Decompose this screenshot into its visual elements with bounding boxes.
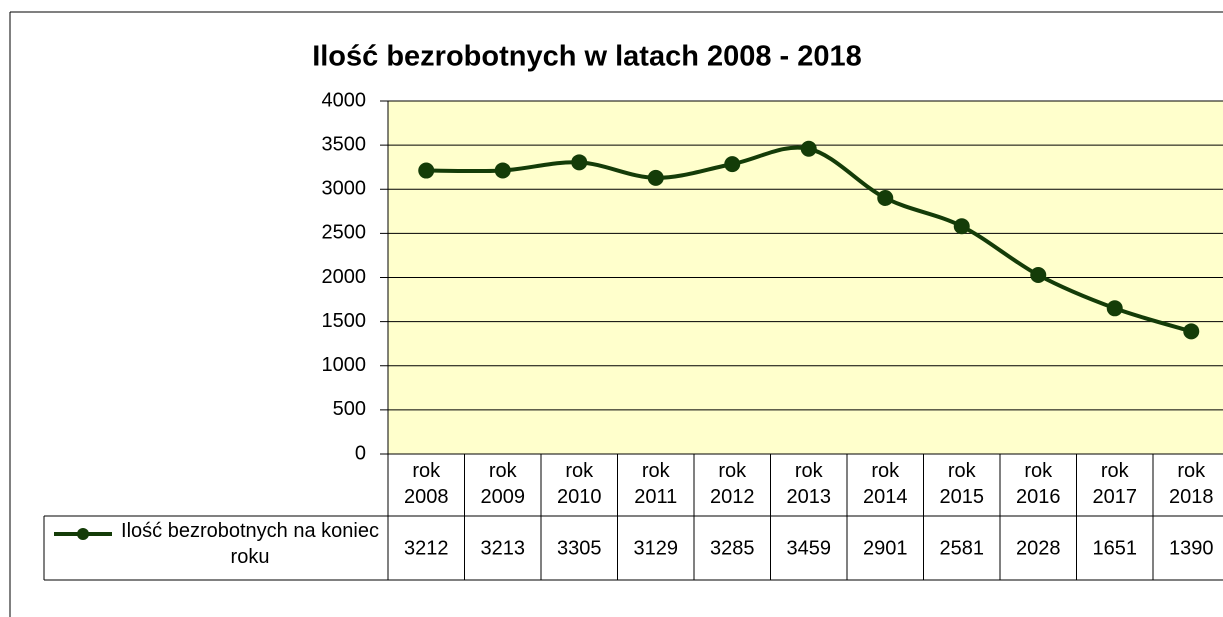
- point: [494, 162, 511, 179]
- y-tick-label: 3500: [322, 133, 367, 155]
- table-value: 1390: [1169, 537, 1214, 559]
- x-tick-label-text: rok 2008: [404, 460, 449, 508]
- table-value: 3212: [404, 537, 449, 559]
- y-tick-label: 2000: [322, 266, 367, 288]
- point: [800, 140, 817, 157]
- table-value: 2901: [863, 537, 908, 559]
- x-tick-label-text: rok 2017: [1092, 460, 1138, 508]
- x-tick-label-text: rok 2010: [557, 460, 602, 508]
- legend-label: Ilość bezrobotnych na koniec roku: [112, 518, 388, 570]
- point: [1030, 267, 1047, 284]
- x-tick-label: rok 2014: [847, 458, 924, 514]
- point: [953, 218, 970, 235]
- x-tick-label-text: rok 2015: [939, 460, 985, 508]
- x-tick-label: rok 2012: [694, 458, 771, 514]
- x-tick-label: rok 2011: [618, 458, 695, 514]
- table-value: 3285: [710, 537, 755, 559]
- legend-label-text: Ilość bezrobotnych na koniec roku: [121, 520, 379, 568]
- x-tick-label: rok 2009: [465, 458, 542, 514]
- table-value: 3129: [634, 537, 679, 559]
- point: [571, 154, 588, 171]
- point: [1106, 300, 1123, 317]
- x-tick-label-text: rok 2013: [786, 460, 832, 508]
- y-tick-label: 3000: [322, 178, 367, 200]
- point: [418, 162, 435, 179]
- table-value: 3305: [557, 537, 602, 559]
- y-tick-label: 500: [333, 398, 366, 420]
- table-value: 3459: [787, 537, 832, 559]
- x-tick-label: rok 2016: [1000, 458, 1077, 514]
- y-tick-label: 0: [355, 442, 366, 464]
- x-tick-label: rok 2018: [1153, 458, 1223, 514]
- x-tick-label: rok 2017: [1077, 458, 1154, 514]
- chart-title: Ilość bezrobotnych w latach 2008 - 2018: [312, 41, 862, 73]
- x-tick-label-text: rok 2012: [710, 460, 755, 508]
- x-tick-label-text: rok 2016: [1016, 460, 1061, 508]
- table-value: 1651: [1093, 537, 1138, 559]
- y-tick-label: 4000: [322, 89, 367, 111]
- y-tick-label: 2500: [322, 222, 367, 244]
- x-tick-label: rok 2008: [388, 458, 465, 514]
- point: [724, 156, 741, 173]
- x-tick-label: rok 2013: [771, 458, 848, 514]
- x-tick-label-text: rok 2011: [634, 460, 678, 508]
- x-tick-label: rok 2010: [541, 458, 618, 514]
- x-tick-label-text: rok 2014: [863, 460, 908, 508]
- x-tick-label-text: rok 2009: [480, 460, 526, 508]
- y-tick-label: 1000: [322, 354, 367, 376]
- x-tick-label-text: rok 2018: [1169, 460, 1214, 508]
- table-value: 2028: [1016, 537, 1061, 559]
- table-value: 2581: [940, 537, 985, 559]
- point: [1183, 323, 1200, 340]
- y-tick-label: 1500: [322, 310, 367, 332]
- point: [877, 189, 894, 206]
- legend-marker: [77, 528, 89, 540]
- table-value: 3213: [481, 537, 526, 559]
- point: [647, 169, 664, 186]
- x-tick-label: rok 2015: [924, 458, 1001, 514]
